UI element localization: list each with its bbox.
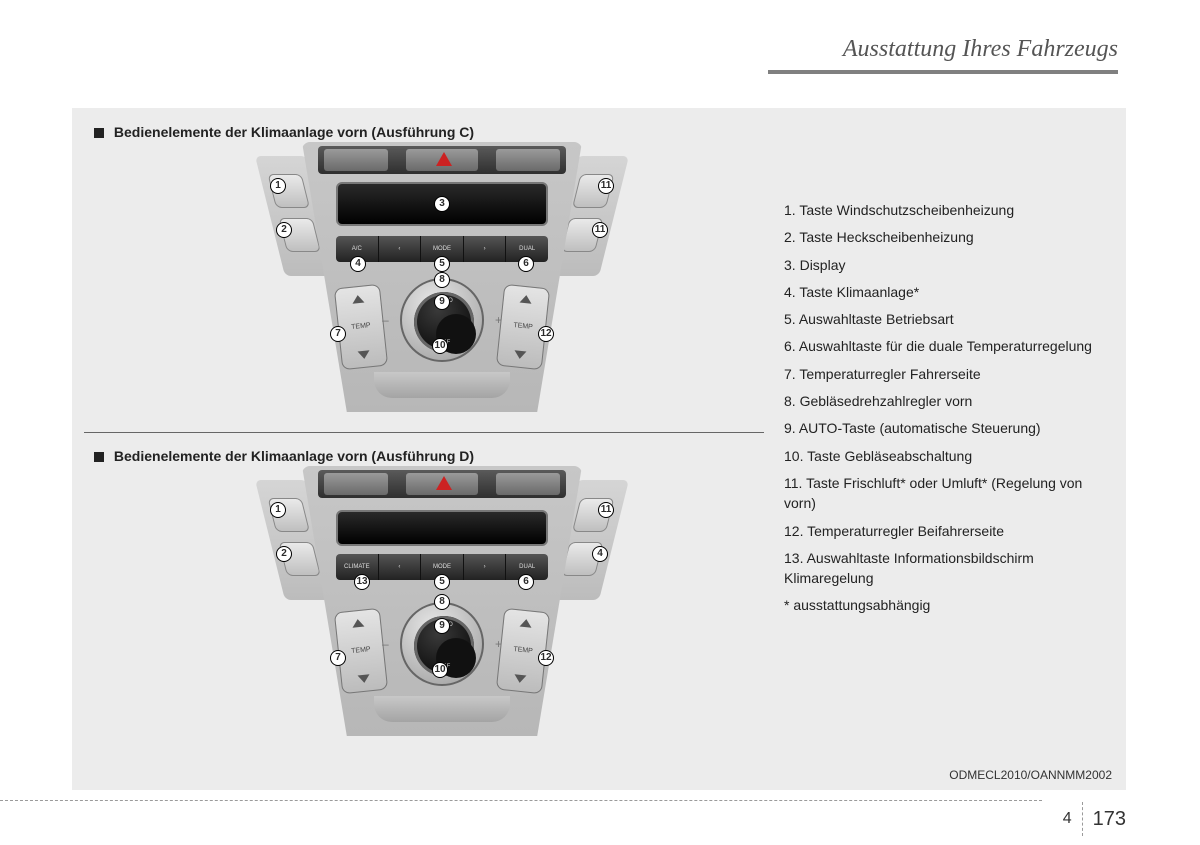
callout: 4 — [350, 256, 366, 272]
header-rule — [768, 70, 1118, 74]
hazard-icon — [436, 476, 452, 490]
legend-item: 1. Taste Windschutzscheibenheizung — [784, 200, 1114, 220]
climate-display — [336, 510, 548, 546]
callout: 10 — [432, 662, 448, 678]
callout: 4 — [592, 546, 608, 562]
mode-prev-button[interactable]: ‹ — [379, 554, 422, 580]
legend-list: 1. Taste Windschutzscheibenheizung 2. Ta… — [784, 200, 1114, 623]
legend-item: 2. Taste Heckscheibenheizung — [784, 227, 1114, 247]
legend-item: 9. AUTO-Taste (automatische Steuerung) — [784, 418, 1114, 438]
callout: 8 — [434, 594, 450, 610]
callout: 2 — [276, 546, 292, 562]
callout: 1 — [270, 178, 286, 194]
callout: 7 — [330, 650, 346, 666]
callout: 9 — [434, 294, 450, 310]
legend-item: 8. Gebläsedrehzahlregler vorn — [784, 391, 1114, 411]
panel-chin — [374, 696, 510, 722]
callout: 11 — [598, 502, 614, 518]
caption-bullet-icon — [94, 128, 104, 138]
legend-item: 11. Taste Frischluft* oder Umluft* (Rege… — [784, 473, 1114, 514]
legend-item: 6. Auswahltaste für die duale Temperatur… — [784, 336, 1114, 356]
climate-panel-d: CLIMATE ‹ MODE › DUAL TEMP TEMP – + AUTO… — [252, 462, 632, 742]
legend-item: 12. Temperaturregler Beifahrerseite — [784, 521, 1114, 541]
caption-bullet-icon — [94, 452, 104, 462]
footer-rule — [0, 800, 1042, 801]
legend-item: 3. Display — [784, 255, 1114, 275]
hazard-strip — [318, 146, 566, 174]
page-title: Ausstattung Ihres Fahrzeugs — [843, 36, 1118, 63]
callout: 6 — [518, 574, 534, 590]
callout: 12 — [538, 650, 554, 666]
callout: 11 — [598, 178, 614, 194]
callout: 9 — [434, 618, 450, 634]
legend-footnote: * ausstattungsabhängig — [784, 595, 1114, 615]
legend-item: 4. Taste Klimaanlage* — [784, 282, 1114, 302]
legend-item: 7. Temperaturregler Fahrerseite — [784, 364, 1114, 384]
page-number: 4 173 — [1063, 802, 1126, 836]
page-number-value: 173 — [1093, 808, 1126, 831]
hazard-strip — [318, 470, 566, 498]
image-reference-code: ODMECL2010/OANNMM2002 — [949, 768, 1112, 782]
fan-minus-icon: – — [382, 634, 389, 654]
legend-item: 10. Taste Gebläseabschaltung — [784, 446, 1114, 466]
mode-next-button[interactable]: › — [464, 236, 507, 262]
fan-plus-icon: + — [495, 634, 502, 654]
callout: 12 — [538, 326, 554, 342]
legend-item: 5. Auswahltaste Betriebsart — [784, 309, 1114, 329]
content-box: Bedienelemente der Klimaanlage vorn (Aus… — [72, 108, 1126, 790]
callout: 3 — [434, 196, 450, 212]
climate-panel-c: A/C ‹ MODE › DUAL TEMP TEMP – + AUTO OFF — [252, 138, 632, 418]
callout: 7 — [330, 326, 346, 342]
fan-minus-icon: – — [382, 310, 389, 330]
callout: 5 — [434, 574, 450, 590]
panel-chin — [374, 372, 510, 398]
mode-prev-button[interactable]: ‹ — [379, 236, 422, 262]
fan-plus-icon: + — [495, 310, 502, 330]
callout: 2 — [276, 222, 292, 238]
callout: 8 — [434, 272, 450, 288]
legend-item: 13. Auswahltaste Informationsbildschirm … — [784, 548, 1114, 589]
callout: 1 — [270, 502, 286, 518]
section-divider — [84, 432, 764, 433]
callout: 10 — [432, 338, 448, 354]
callout: 6 — [518, 256, 534, 272]
mode-next-button[interactable]: › — [464, 554, 507, 580]
callout: 13 — [354, 574, 370, 590]
callout: 5 — [434, 256, 450, 272]
section-number: 4 — [1063, 810, 1072, 828]
callout: 11 — [592, 222, 608, 238]
hazard-icon — [436, 152, 452, 166]
